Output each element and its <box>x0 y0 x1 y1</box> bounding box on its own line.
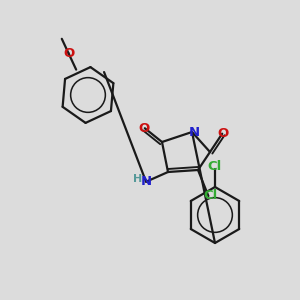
Text: N: N <box>140 175 152 188</box>
Text: O: O <box>218 127 229 140</box>
Text: O: O <box>138 122 149 135</box>
Text: H: H <box>134 174 143 184</box>
Text: O: O <box>63 47 74 60</box>
Text: Cl: Cl <box>203 190 218 202</box>
Text: N: N <box>188 125 200 139</box>
Text: Cl: Cl <box>208 160 222 173</box>
